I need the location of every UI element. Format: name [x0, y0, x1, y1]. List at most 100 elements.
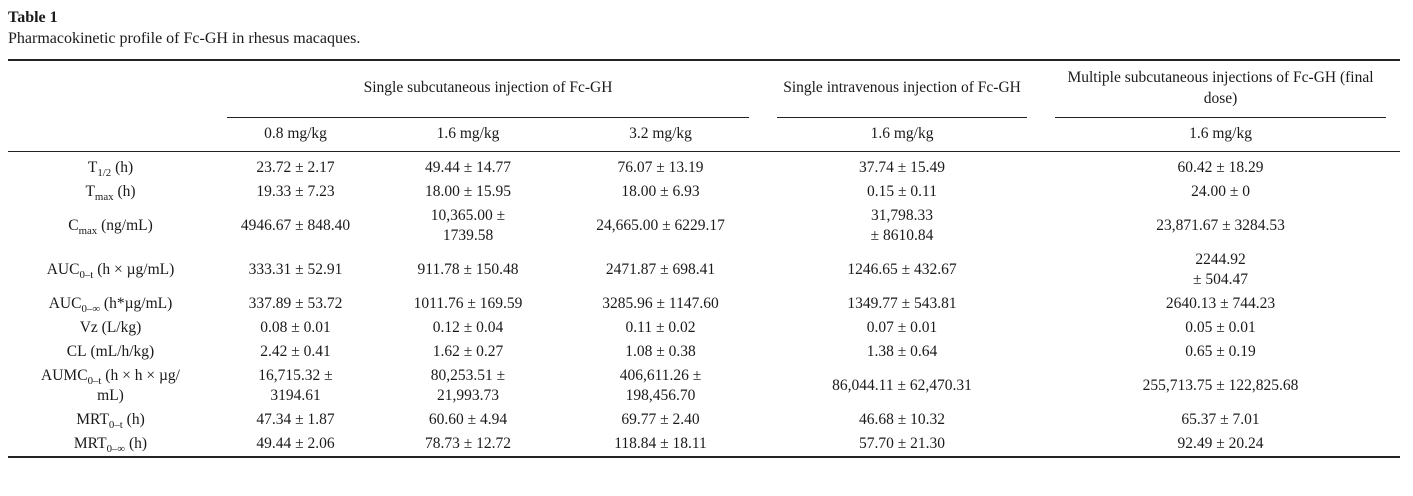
- parameter-unit: (h × µg/mL): [93, 260, 175, 278]
- value-cell: 60.42 ± 18.29: [1177, 158, 1264, 176]
- column-group-label: Single intravenous injection of Fc-GH: [783, 79, 1021, 96]
- row-parameter-label: Vz (L/kg): [8, 316, 213, 340]
- value-cell: 406,611.26 ± 198,456.70: [619, 366, 702, 404]
- column-group-single-subcutaneous: Single subcutaneous injection of Fc-GH: [213, 60, 763, 118]
- value-cell: 18.00 ± 6.93: [621, 182, 700, 200]
- table-row: AUC0–t (h × µg/mL) 333.31 ± 52.91 911.78 ±…: [8, 248, 1400, 292]
- value-cell: 1011.76 ± 169.59: [413, 294, 523, 312]
- value-cell: 1.38 ± 0.64: [866, 342, 938, 360]
- value-cell: 23.72 ± 2.17: [256, 158, 335, 176]
- value-cell: 1.08 ± 0.38: [625, 342, 696, 360]
- value-cell: 0.15 ± 0.11: [867, 182, 937, 200]
- parameter-unit: (ng/mL): [97, 216, 153, 234]
- value-cell: 23,871.67 ± 3284.53: [1156, 216, 1285, 234]
- parameter-unit: (mL/h/kg): [86, 342, 155, 360]
- parameter-name: MRT: [76, 410, 109, 428]
- value-cell: 1246.65 ± 432.67: [847, 260, 957, 278]
- value-cell: 37.74 ± 15.49: [859, 158, 946, 176]
- row-parameter-label: T1/2 (h): [8, 151, 213, 180]
- value-cell: 0.08 ± 0.01: [260, 318, 331, 336]
- value-cell: 0.07 ± 0.01: [866, 318, 938, 336]
- value-cell: 2.42 ± 0.41: [260, 342, 331, 360]
- dose-header: 3.2 mg/kg: [558, 118, 764, 152]
- row-parameter-label: AUC0–t (h × µg/mL): [8, 248, 213, 292]
- empty-corner-cell: [8, 60, 213, 118]
- parameter-unit: (h): [111, 158, 134, 176]
- value-cell: 92.49 ± 20.24: [1177, 434, 1264, 452]
- value-cell: 911.78 ± 150.48: [417, 260, 519, 278]
- parameter-unit: (h*µg/mL): [100, 294, 173, 312]
- value-cell: 255,713.75 ± 122,825.68: [1142, 376, 1299, 394]
- parameter-name: T: [87, 158, 98, 176]
- parameter-subscript: 0–t: [108, 418, 123, 431]
- value-cell: 0.12 ± 0.04: [432, 318, 504, 336]
- row-parameter-label: MRT0–∞ (h): [8, 432, 213, 457]
- table-title: Table 1: [8, 9, 58, 26]
- parameter-name: MRT: [73, 434, 107, 452]
- value-cell: 1349.77 ± 543.81: [847, 294, 957, 312]
- value-cell: 57.70 ± 21.30: [859, 434, 946, 452]
- table-body: T1/2 (h) 23.72 ± 2.17 49.44 ± 14.77 76.07 ±…: [8, 151, 1400, 457]
- parameter-name: AUC: [46, 260, 80, 278]
- row-parameter-label: AUC0–∞ (h*µg/mL): [8, 292, 213, 316]
- value-cell: 49.44 ± 2.06: [256, 434, 335, 452]
- value-cell: 16,715.32 ± 3194.61: [258, 366, 333, 404]
- value-cell: 10,365.00 ± 1739.58: [430, 206, 506, 244]
- column-group-label: Single subcutaneous injection of Fc-GH: [363, 79, 613, 96]
- value-cell: 337.89 ± 53.72: [248, 294, 343, 312]
- value-cell: 118.84 ± 18.11: [614, 434, 707, 452]
- table-row: Vz (L/kg) 0.08 ± 0.01 0.12 ± 0.04 0.11 ± 0.…: [8, 316, 1400, 340]
- parameter-name: CL: [66, 342, 87, 360]
- dose-header: 1.6 mg/kg: [763, 118, 1042, 152]
- value-cell: 46.68 ± 10.32: [859, 410, 946, 428]
- parameter-subscript: max: [78, 224, 98, 237]
- column-group-label: Multiple subcutaneous injections of Fc-G…: [1067, 68, 1374, 107]
- parameter-unit: (h): [113, 182, 136, 200]
- table-row: MRT0–∞ (h) 49.44 ± 2.06 78.73 ± 12.72 118.8…: [8, 432, 1400, 457]
- parameter-subscript: max: [94, 190, 114, 203]
- value-cell: 2471.87 ± 698.41: [605, 260, 716, 278]
- parameter-name: AUMC: [41, 366, 88, 384]
- parameter-name: C: [68, 216, 79, 234]
- parameter-subscript: 0–t: [87, 374, 102, 387]
- value-cell: 80,253.51 ± 21,993.73: [430, 366, 506, 404]
- value-cell: 49.44 ± 14.77: [424, 158, 511, 176]
- value-cell: 0.11 ± 0.02: [625, 318, 696, 336]
- parameter-subscript: 0–∞: [106, 442, 126, 455]
- dose-header: 1.6 mg/kg: [378, 118, 558, 152]
- table-row: MRT0–t (h) 47.34 ± 1.87 60.60 ± 4.94 69.77 …: [8, 408, 1400, 432]
- parameter-name: Vz: [79, 318, 98, 336]
- parameter-unit: (L/kg): [97, 318, 142, 336]
- value-cell: 86,044.11 ± 62,470.31: [832, 376, 972, 394]
- table-row: Tmax (h) 19.33 ± 7.23 18.00 ± 15.95 18.00 ±…: [8, 180, 1400, 204]
- row-parameter-label: Cmax (ng/mL): [8, 204, 213, 248]
- column-group-single-intravenous: Single intravenous injection of Fc-GH: [763, 60, 1041, 118]
- value-cell: 60.60 ± 4.94: [428, 410, 508, 428]
- table-caption: Pharmacokinetic profile of Fc-GH in rhes…: [8, 30, 361, 47]
- value-cell: 19.33 ± 7.23: [256, 182, 335, 200]
- value-cell: 47.34 ± 1.87: [256, 410, 335, 428]
- value-cell: 24,665.00 ± 6229.17: [596, 216, 725, 234]
- parameter-name: AUC: [48, 294, 82, 312]
- dose-header: 0.8 mg/kg: [213, 118, 378, 152]
- table-row: Cmax (ng/mL) 4946.67 ± 848.40 10,365.00 ± …: [8, 204, 1400, 248]
- value-cell: 4946.67 ± 848.40: [240, 216, 351, 234]
- parameter-unit: (h × h × µg/ mL): [97, 366, 180, 404]
- parameter-name: T: [85, 182, 95, 200]
- dose-header-row: 0.8 mg/kg 1.6 mg/kg 3.2 mg/kg 1.6 mg/kg …: [8, 118, 1401, 152]
- value-cell: 0.65 ± 0.19: [1185, 342, 1256, 360]
- row-parameter-label: CL (mL/h/kg): [8, 340, 213, 364]
- value-cell: 2640.13 ± 744.23: [1165, 294, 1276, 312]
- value-cell: 0.05 ± 0.01: [1185, 318, 1256, 336]
- column-group-row: Single subcutaneous injection of Fc-GH S…: [8, 60, 1400, 118]
- value-cell: 18.00 ± 15.95: [424, 182, 511, 200]
- value-cell: 31,798.33 ± 8610.84: [870, 206, 934, 244]
- parameter-unit: (h): [125, 434, 148, 452]
- value-cell: 69.77 ± 2.40: [621, 410, 700, 428]
- table-row: CL (mL/h/kg) 2.42 ± 0.41 1.62 ± 0.27 1.08 ±…: [8, 340, 1400, 364]
- parameter-subscript: 0–t: [79, 268, 94, 281]
- column-group-multiple-subcutaneous: Multiple subcutaneous injections of Fc-G…: [1041, 60, 1400, 118]
- value-cell: 333.31 ± 52.91: [248, 260, 343, 278]
- dose-header: 1.6 mg/kg: [1041, 118, 1401, 152]
